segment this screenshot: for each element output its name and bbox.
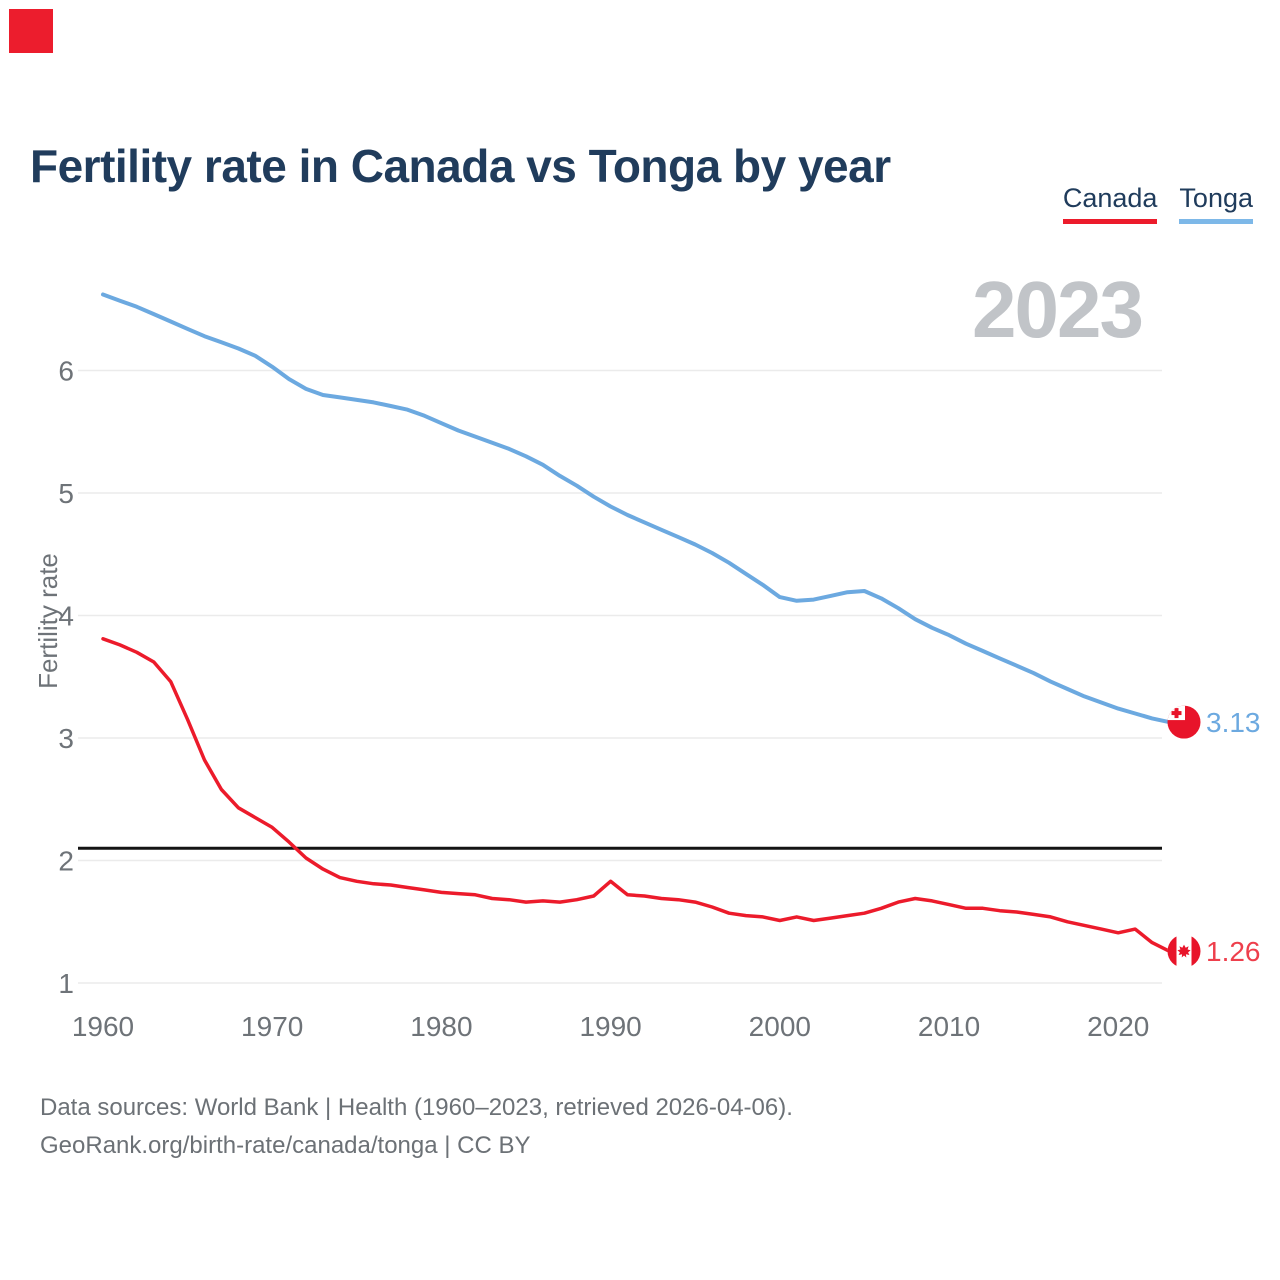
tonga-line [101,292,1171,725]
x-tick-label: 2000 [749,1011,811,1042]
footer-attribution: GeoRank.org/birth-rate/canada/tonga | CC… [40,1132,531,1159]
y-tick-label: 2 [58,846,74,877]
footer-sources: Data sources: World Bank | Health (1960–… [40,1094,793,1121]
y-tick-label: 6 [58,356,74,387]
x-tick-label: 2010 [918,1011,980,1042]
tonga-end-value: 3.13 [1206,707,1261,738]
legend-item-tonga[interactable]: Tonga [1179,183,1253,224]
legend: Canada Tonga [1062,183,1253,224]
x-tick-label: 2020 [1087,1011,1149,1042]
corner-marker [9,9,53,53]
page-title: Fertility rate in Canada vs Tonga by yea… [30,139,891,192]
x-tick-label: 1960 [72,1011,134,1042]
year-watermark: 2023 [972,265,1144,354]
legend-item-canada[interactable]: Canada [1062,183,1158,224]
y-tick-label: 5 [58,478,74,509]
canada-flag-icon [1167,934,1201,968]
canada-end-value: 1.26 [1206,936,1261,967]
tonga-flag-icon [1167,705,1201,739]
x-tick-label: 1980 [410,1011,472,1042]
footer: Data sources: World Bank | Health (1960–… [40,1089,793,1165]
x-tick-label: 1970 [241,1011,303,1042]
x-tick-label: 1990 [579,1011,641,1042]
canada-line [101,637,1171,953]
y-tick-label: 1 [58,968,74,999]
y-tick-label: 4 [58,601,74,632]
y-tick-label: 3 [58,723,74,754]
